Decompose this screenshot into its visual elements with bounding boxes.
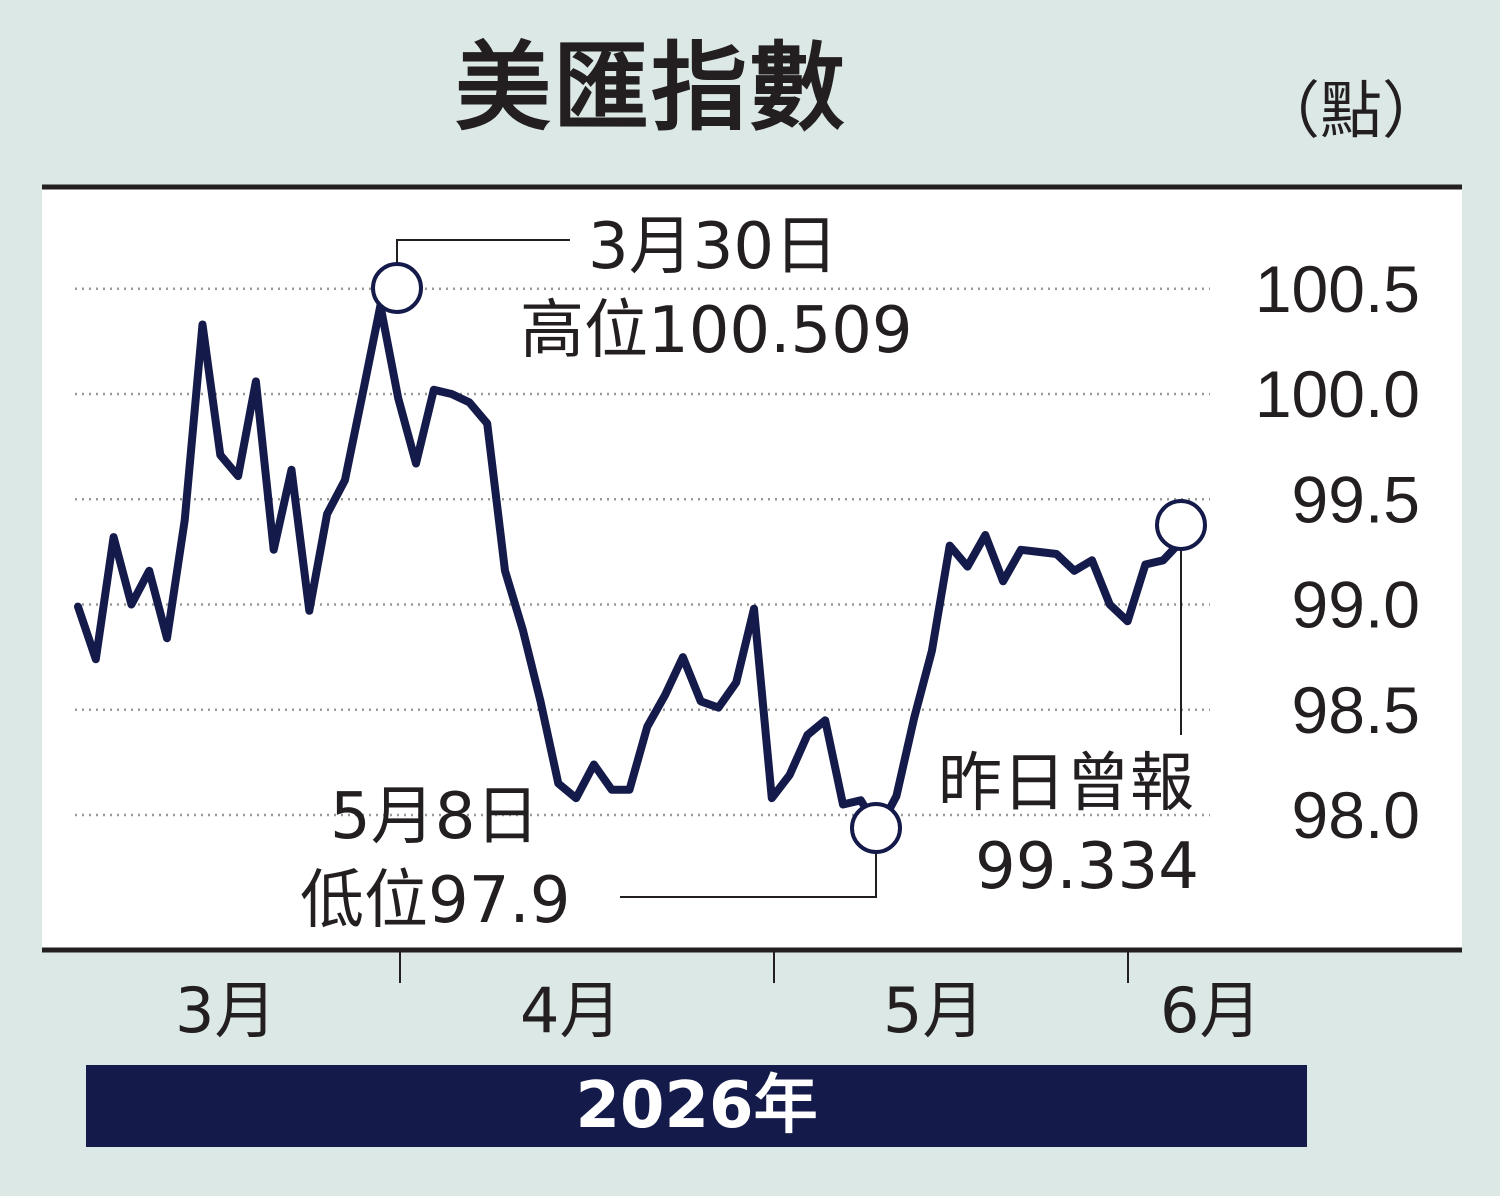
month-label-may: 5月 bbox=[883, 974, 984, 1047]
latest-marker bbox=[1155, 499, 1207, 551]
x-axis: 3月 4月 5月 6月 bbox=[42, 184, 1462, 1047]
month-label-apr: 4月 bbox=[520, 974, 621, 1047]
annotation-labels: 3月30日 高位100.509 5月8日 低位97.9 昨日曾報 99.334 bbox=[300, 210, 1199, 938]
month-label-jun: 6月 bbox=[1160, 974, 1261, 1047]
gridlines bbox=[75, 287, 1210, 817]
latest-label: 昨日曾報 bbox=[938, 747, 1194, 821]
y-tick-label: 99.5 bbox=[1292, 462, 1420, 536]
series-line bbox=[74, 301, 1185, 834]
low-leader-line bbox=[620, 852, 877, 898]
annotation-leaders bbox=[396, 239, 1182, 898]
y-tick-label: 99.0 bbox=[1292, 568, 1420, 642]
y-tick-label: 98.5 bbox=[1292, 673, 1420, 747]
latest-value-label: 99.334 bbox=[975, 830, 1199, 904]
unit-label: （點） bbox=[1258, 74, 1445, 147]
high-leader-line bbox=[396, 239, 570, 263]
low-marker bbox=[850, 802, 902, 854]
high-date-label: 3月30日 bbox=[588, 210, 838, 284]
y-tick-label: 100.0 bbox=[1255, 357, 1420, 431]
y-tick-label: 98.0 bbox=[1292, 778, 1420, 852]
y-tick-label: 100.5 bbox=[1255, 252, 1420, 326]
high-marker bbox=[371, 262, 423, 314]
low-date-label: 5月8日 bbox=[330, 780, 539, 854]
month-label-mar: 3月 bbox=[175, 974, 276, 1047]
year-label: 2026年 bbox=[86, 1065, 1307, 1147]
annotation-markers bbox=[371, 262, 1207, 854]
low-value-label: 低位97.9 bbox=[300, 864, 571, 938]
y-axis: 100.5 100.0 99.5 99.0 98.5 98.0 bbox=[1255, 252, 1420, 852]
high-value-label: 高位100.509 bbox=[520, 294, 913, 368]
chart-title: 美匯指數 bbox=[455, 32, 847, 144]
high-label-bg bbox=[515, 290, 940, 362]
